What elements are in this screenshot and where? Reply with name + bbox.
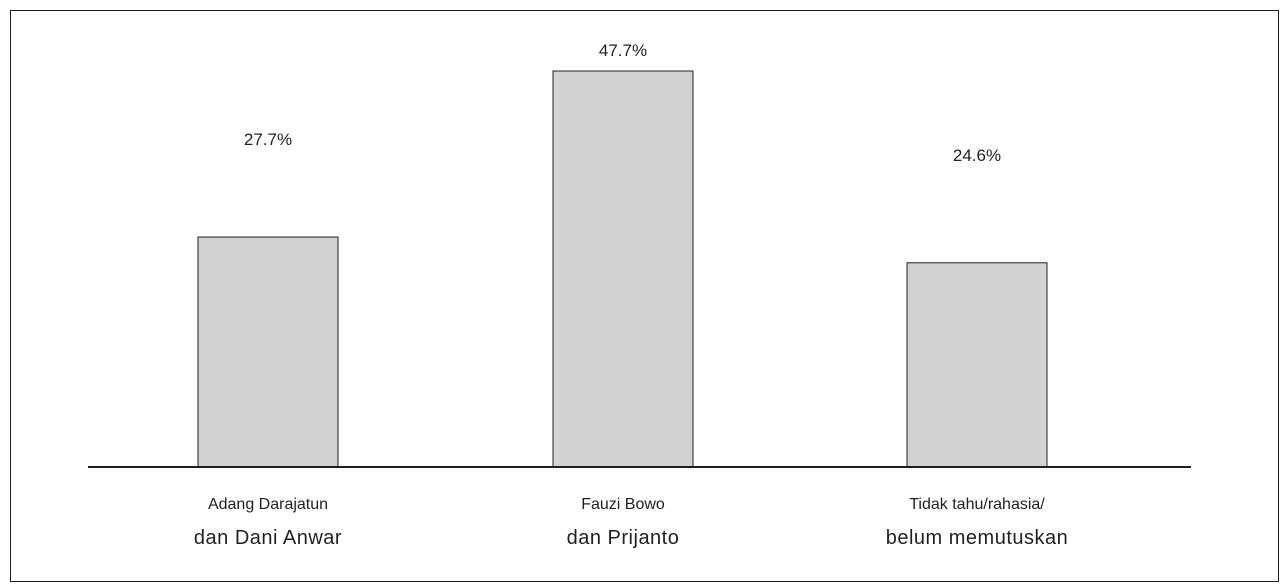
value-label-3: 24.6%	[953, 146, 1001, 165]
bar-3	[906, 262, 1048, 468]
category-label-1-line-1: Adang Darajatun	[208, 496, 328, 513]
category-label-3-line-1: Tidak tahu/rahasia/	[909, 496, 1045, 513]
bar-2	[552, 70, 694, 468]
category-label-2-line-2: dan Prijanto	[567, 527, 680, 549]
category-label-2-line-1: Fauzi Bowo	[581, 496, 665, 513]
category-label-1-line-2: dan Dani Anwar	[194, 527, 342, 549]
bar-1	[197, 236, 339, 468]
value-labels-layer: 27.7% 47.7% 24.6%	[244, 41, 1001, 165]
value-label-1: 27.7%	[244, 130, 292, 149]
category-label-3-line-2: belum memutuskan	[886, 527, 1069, 549]
value-label-2: 47.7%	[599, 41, 647, 60]
category-labels-layer: Adang Darajatun dan Dani Anwar Fauzi Bowo d…	[194, 496, 1068, 549]
bars-layer	[197, 70, 1048, 468]
